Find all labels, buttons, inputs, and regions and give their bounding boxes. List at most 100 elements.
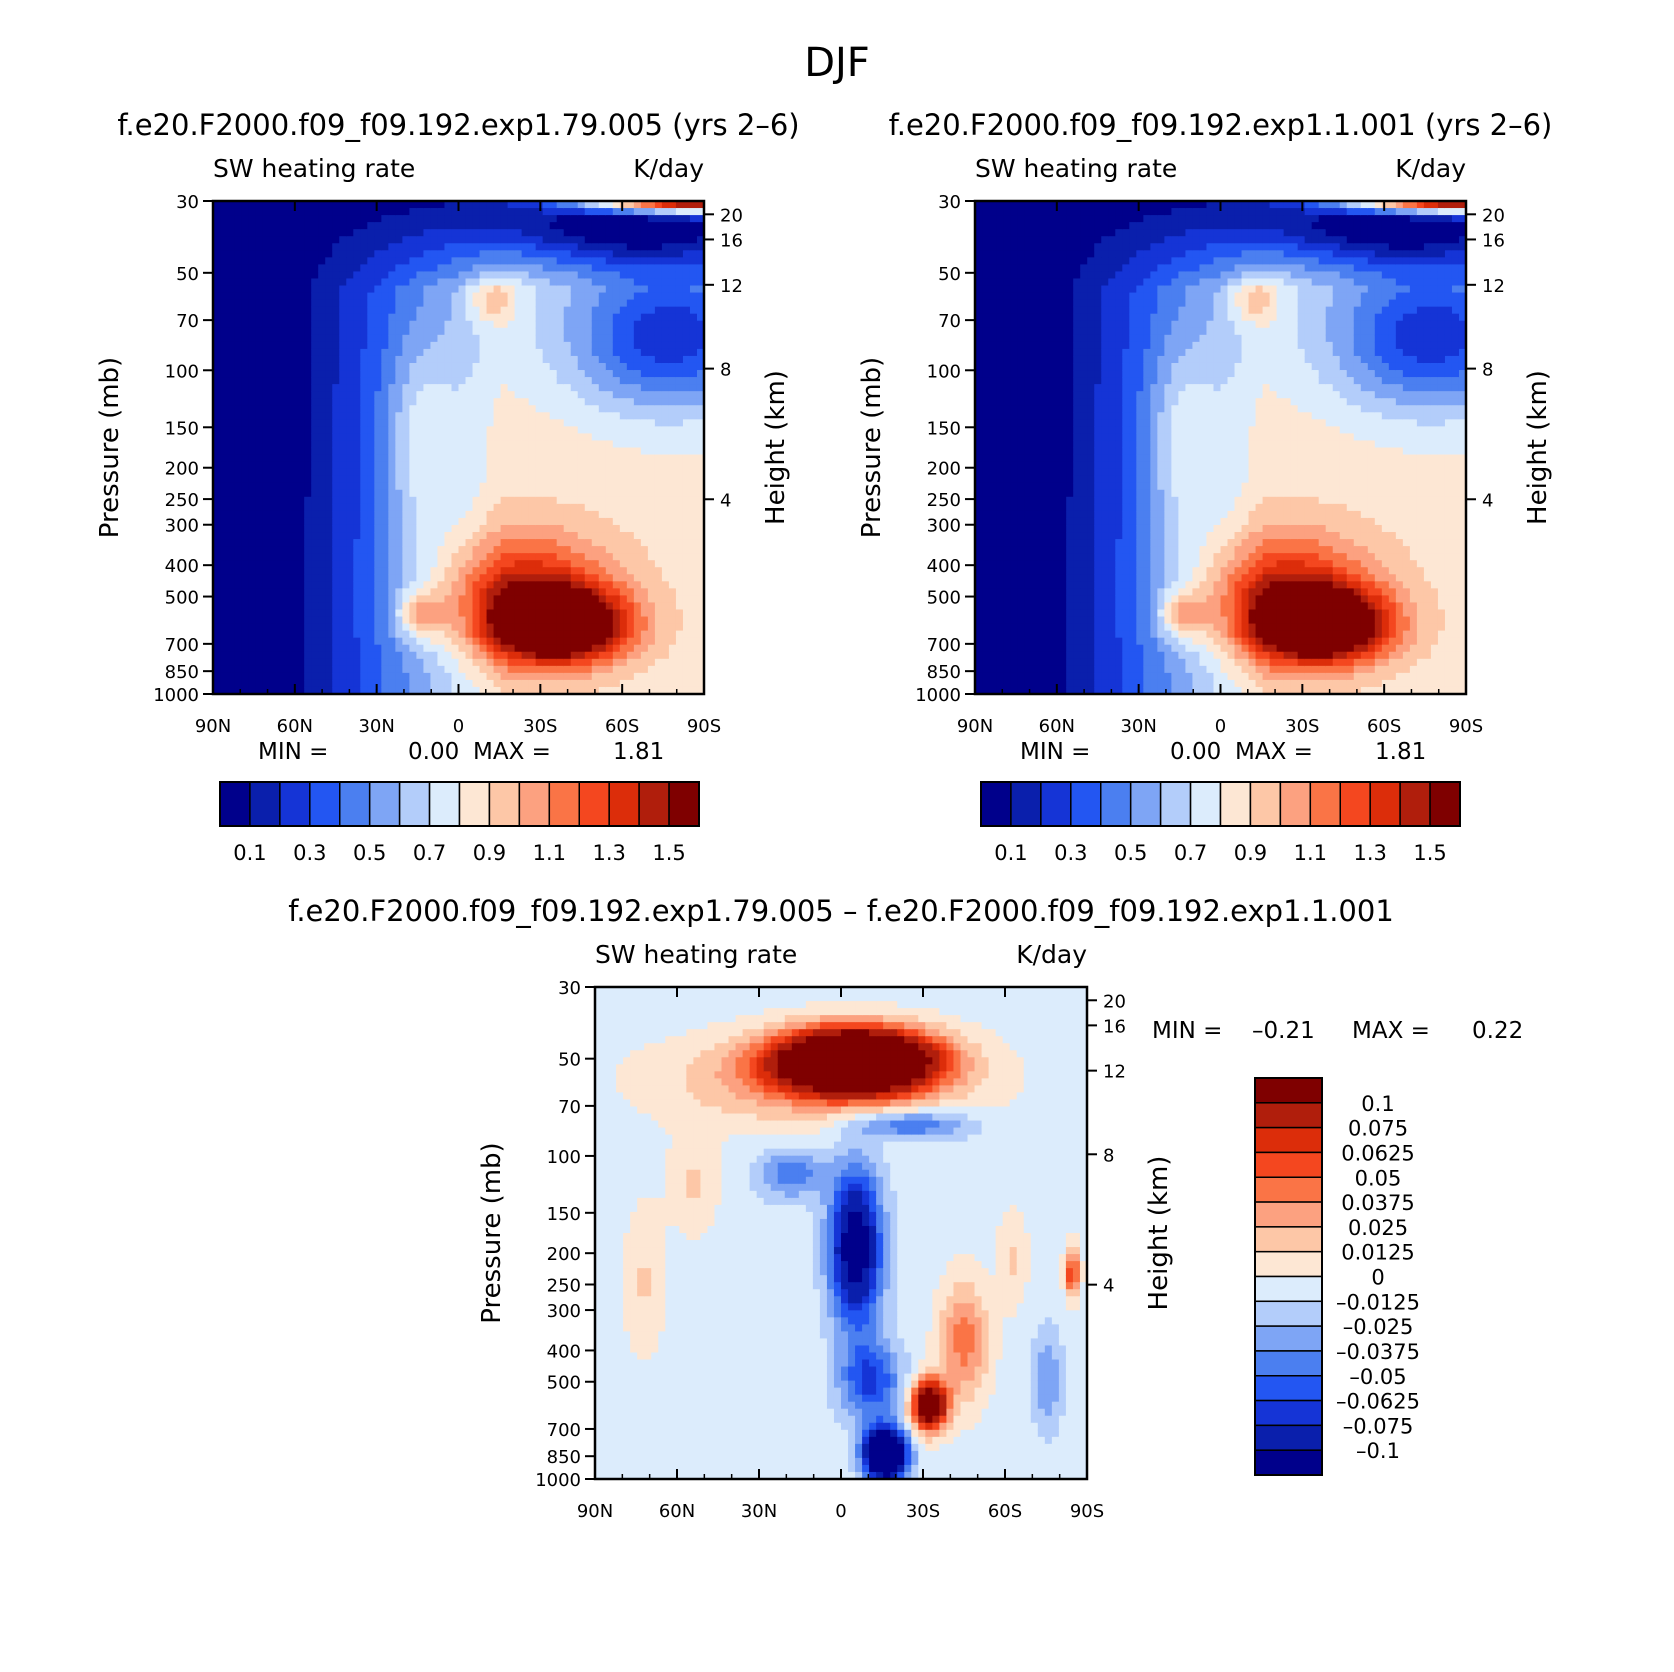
figure-title: DJF xyxy=(804,40,870,86)
contour-cell xyxy=(613,602,621,610)
contour-cell xyxy=(508,328,516,336)
contour-cell xyxy=(290,215,298,223)
contour-cell xyxy=(276,448,284,456)
contour-cell xyxy=(388,377,396,385)
contour-cell xyxy=(332,645,340,653)
contour-cell xyxy=(515,448,523,456)
contour-cell xyxy=(508,553,516,561)
contour-cell xyxy=(578,631,586,639)
contour-cell xyxy=(255,236,263,244)
contour-cell xyxy=(451,335,459,343)
contour-cell xyxy=(248,448,256,456)
contour-cell xyxy=(466,588,474,596)
contour-cell xyxy=(501,546,509,554)
contour-cell xyxy=(360,342,368,350)
contour-cell xyxy=(529,595,537,603)
contour-cell xyxy=(536,384,544,392)
contour-cell xyxy=(269,293,277,301)
contour-cell xyxy=(276,504,284,512)
contour-cell xyxy=(269,518,277,526)
contour-cell xyxy=(501,673,509,681)
contour-cell xyxy=(430,469,438,477)
contour-cell xyxy=(536,342,544,350)
contour-cell xyxy=(297,419,305,427)
contour-cell xyxy=(515,363,523,371)
contour-cell xyxy=(339,286,347,294)
contour-cell xyxy=(269,250,277,258)
contour-cell xyxy=(613,250,621,258)
contour-cell xyxy=(557,666,565,674)
contour-cell xyxy=(388,293,396,301)
contour-cell xyxy=(269,546,277,554)
contour-cell xyxy=(564,370,572,378)
contour-cell xyxy=(641,631,649,639)
contour-cell xyxy=(409,307,417,315)
contour-cell xyxy=(283,469,291,477)
contour-cell xyxy=(402,363,410,371)
contour-cell xyxy=(290,370,298,378)
contour-cell xyxy=(473,490,481,498)
contour-cell xyxy=(683,624,691,632)
contour-cell xyxy=(473,525,481,533)
contour-cell xyxy=(304,567,312,575)
contour-cell xyxy=(459,250,467,258)
contour-cell xyxy=(395,609,403,617)
contour-cell xyxy=(529,588,537,596)
contour-cell xyxy=(613,631,621,639)
contour-cell xyxy=(297,624,305,632)
contour-cell xyxy=(634,560,642,568)
contour-cell xyxy=(515,574,523,582)
contour-cell xyxy=(473,363,481,371)
contour-cell xyxy=(522,314,530,322)
contour-cell xyxy=(297,567,305,575)
contour-cell xyxy=(234,680,242,688)
contour-cell xyxy=(269,638,277,646)
contour-cell xyxy=(423,412,431,420)
contour-cell xyxy=(290,504,298,512)
contour-cell xyxy=(613,448,621,456)
contour-cell xyxy=(220,511,228,519)
contour-cell xyxy=(655,497,663,505)
contour-cell xyxy=(564,504,572,512)
contour-cell xyxy=(620,624,628,632)
contour-cell xyxy=(515,624,523,632)
contour-cell xyxy=(508,300,516,308)
contour-cell xyxy=(353,342,361,350)
contour-cell xyxy=(501,462,509,470)
contour-cell xyxy=(318,574,326,582)
contour-cell xyxy=(444,307,452,315)
colorbar-box xyxy=(220,782,250,826)
contour-cell xyxy=(409,398,417,406)
contour-cell xyxy=(220,595,228,603)
contour-cell xyxy=(374,356,382,364)
contour-cell xyxy=(241,539,249,547)
contour-cell xyxy=(451,286,459,294)
contour-cell xyxy=(529,560,537,568)
contour-cell xyxy=(325,215,333,223)
contour-cell xyxy=(360,222,368,230)
contour-cell xyxy=(641,539,649,547)
contour-cell xyxy=(641,609,649,617)
contour-cell xyxy=(620,666,628,674)
contour-cell xyxy=(564,511,572,519)
contour-cell xyxy=(627,567,635,575)
contour-cell xyxy=(662,497,670,505)
contour-cell xyxy=(241,229,249,237)
contour-cell xyxy=(332,595,340,603)
contour-cell xyxy=(557,363,565,371)
contour-cell xyxy=(641,440,649,448)
contour-cell xyxy=(444,419,452,427)
contour-cell xyxy=(353,588,361,596)
contour-cell xyxy=(662,243,670,251)
contour-cell xyxy=(550,300,558,308)
contour-cell xyxy=(360,349,368,357)
contour-cell xyxy=(227,363,235,371)
contour-cell xyxy=(571,257,579,265)
contour-cell xyxy=(444,300,452,308)
contour-cell xyxy=(613,469,621,477)
contour-cell xyxy=(402,588,410,596)
contour-cell xyxy=(662,229,670,237)
contour-cell xyxy=(655,680,663,688)
contour-cell xyxy=(690,370,698,378)
contour-cell xyxy=(367,638,375,646)
